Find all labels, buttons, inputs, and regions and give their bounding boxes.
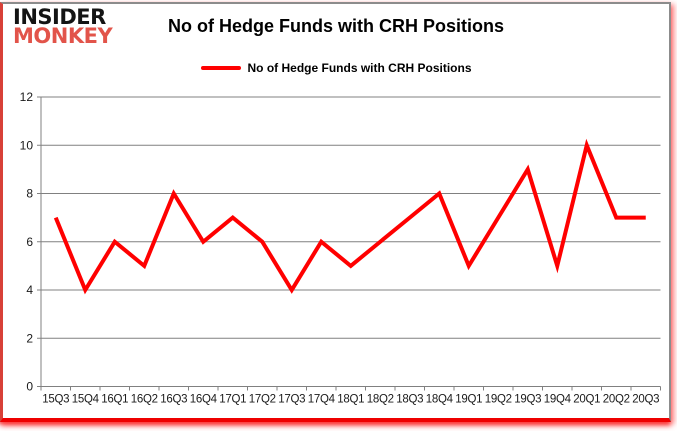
legend-label: No of Hedge Funds with CRH Positions	[247, 61, 472, 75]
svg-text:20Q3: 20Q3	[632, 394, 659, 406]
svg-text:16Q2: 16Q2	[131, 394, 158, 406]
svg-text:17Q2: 17Q2	[249, 394, 276, 406]
svg-text:18Q2: 18Q2	[367, 394, 394, 406]
svg-text:19Q4: 19Q4	[544, 394, 572, 406]
logo-text-insider: INSIDER	[13, 5, 106, 29]
svg-text:18Q4: 18Q4	[426, 394, 454, 406]
svg-text:16Q4: 16Q4	[190, 394, 218, 406]
svg-text:16Q1: 16Q1	[101, 394, 128, 406]
svg-text:20Q2: 20Q2	[603, 394, 630, 406]
legend: No of Hedge Funds with CRH Positions	[3, 61, 669, 75]
svg-text:2: 2	[26, 331, 33, 345]
chart-panel: INSIDER MONKEY No of Hedge Funds with CR…	[0, 2, 671, 422]
svg-text:18Q1: 18Q1	[337, 394, 364, 406]
svg-text:17Q3: 17Q3	[278, 394, 305, 406]
svg-text:12: 12	[20, 90, 34, 104]
svg-text:10: 10	[20, 138, 34, 152]
svg-text:18Q3: 18Q3	[396, 394, 423, 406]
svg-text:6: 6	[26, 235, 33, 249]
insider-monkey-logo: INSIDER MONKEY	[13, 5, 113, 49]
svg-text:20Q1: 20Q1	[573, 394, 600, 406]
svg-text:0: 0	[26, 380, 33, 394]
svg-text:16Q3: 16Q3	[160, 394, 187, 406]
logo-text-monkey: MONKEY	[13, 24, 113, 49]
svg-text:19Q3: 19Q3	[514, 394, 541, 406]
svg-text:17Q4: 17Q4	[308, 394, 336, 406]
svg-text:19Q1: 19Q1	[455, 394, 482, 406]
svg-text:15Q3: 15Q3	[42, 394, 69, 406]
legend-line-swatch	[200, 66, 241, 70]
svg-text:15Q4: 15Q4	[72, 394, 100, 406]
chart-title: No of Hedge Funds with CRH Positions	[168, 16, 504, 36]
svg-text:8: 8	[26, 187, 33, 201]
svg-text:17Q1: 17Q1	[219, 394, 246, 406]
svg-text:19Q2: 19Q2	[485, 394, 512, 406]
svg-text:4: 4	[26, 283, 33, 297]
